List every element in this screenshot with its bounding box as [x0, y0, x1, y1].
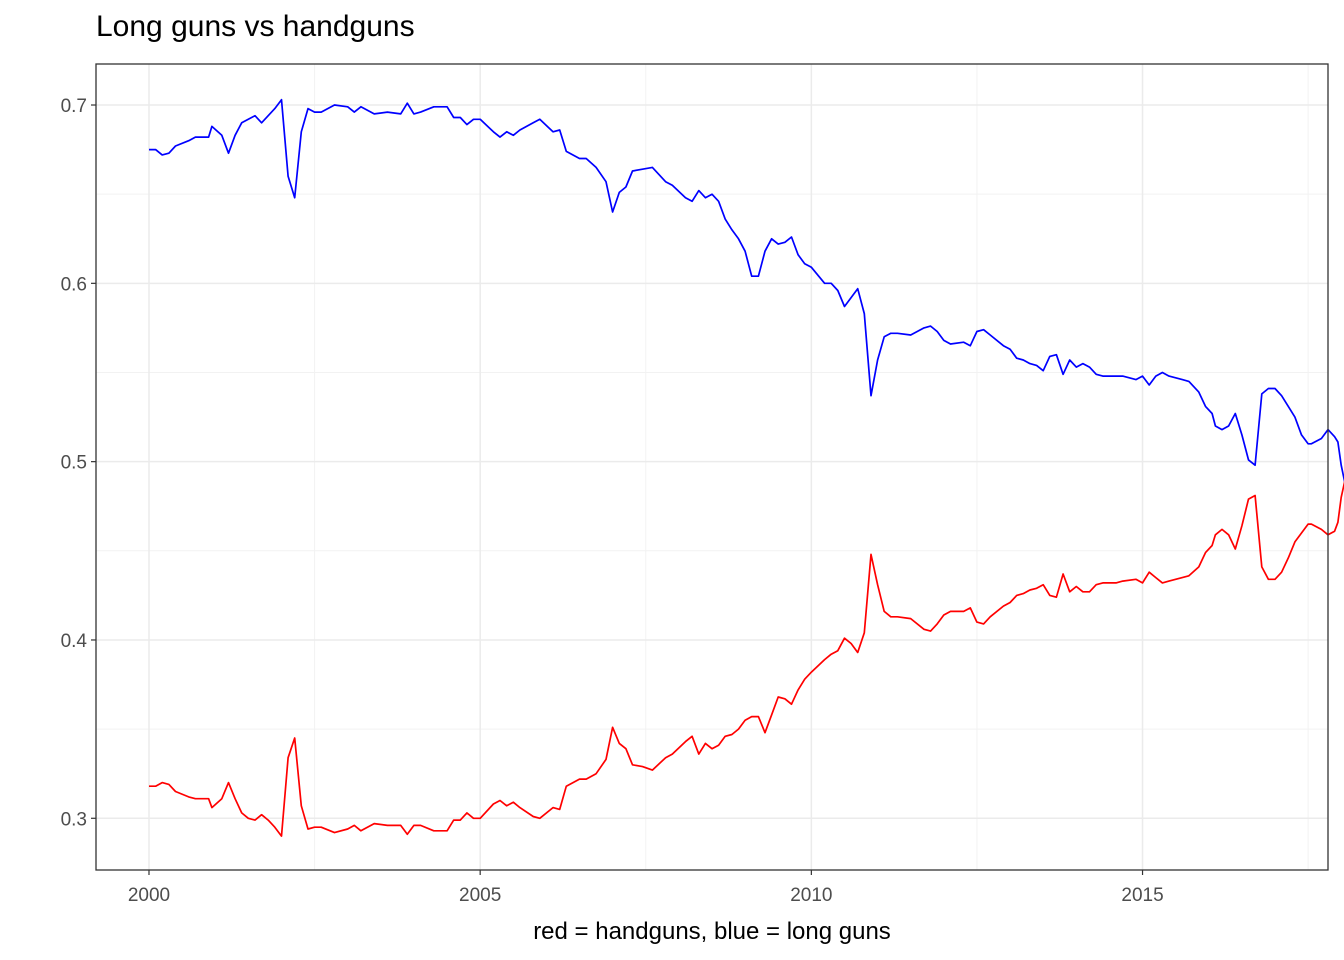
x-tick-label: 2010 [790, 885, 832, 906]
grid [96, 64, 1328, 870]
chart-title: Long guns vs handguns [96, 10, 415, 43]
y-tick-label: 0.3 [61, 809, 87, 830]
x-tick-label: 2015 [1121, 885, 1163, 906]
y-tick-label: 0.7 [61, 96, 87, 117]
axis-ticks: 0.3 0.4 0.5 0.6 0.7 2000 2005 2010 2015 [61, 96, 1164, 906]
plot-frame [95, 63, 1329, 871]
y-tick-label: 0.5 [61, 453, 87, 474]
x-tick-label: 2005 [459, 885, 501, 906]
series-line-blue [149, 98, 1344, 483]
series-line-red [149, 480, 1344, 837]
y-tick-label: 0.4 [61, 631, 88, 652]
x-tick-label: 2000 [128, 885, 170, 906]
y-tick-label: 0.6 [61, 274, 87, 295]
series-lines [149, 98, 1344, 837]
x-axis-title: red = handguns, blue = long guns [533, 918, 891, 945]
